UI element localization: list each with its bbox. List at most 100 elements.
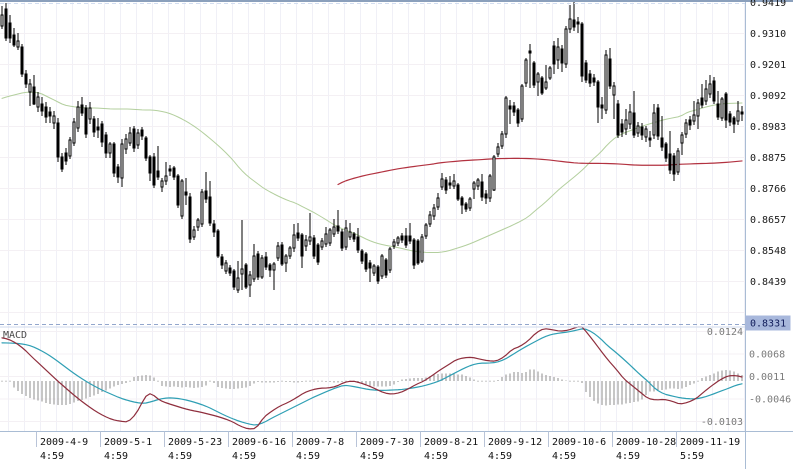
candle (308, 213, 312, 245)
candle-body-down (448, 182, 452, 186)
macd-histogram-dot (157, 380, 159, 382)
candle-body-down (204, 190, 208, 200)
price-axis-label: 0.9310 (750, 29, 786, 40)
candle-body-down (400, 235, 404, 241)
candle (412, 237, 416, 269)
candle-body-down (352, 233, 356, 240)
candle (380, 253, 384, 279)
candle-body-up (536, 73, 540, 83)
candle-body-down (112, 143, 116, 174)
macd-histogram-dot (317, 380, 319, 382)
candle-body-down (96, 126, 100, 131)
candle (456, 183, 460, 202)
candle (56, 118, 60, 163)
macd-dea-line (1, 328, 743, 426)
candle (560, 44, 564, 73)
candle-body-up (236, 277, 240, 291)
candle (648, 131, 652, 148)
candle-body-up (292, 234, 296, 249)
candle (364, 252, 368, 273)
candle (76, 101, 80, 132)
candle (508, 99, 512, 125)
macd-histogram-dot (9, 380, 11, 382)
candle-body-up (696, 102, 700, 117)
candle (568, 4, 572, 33)
macd-histogram-dot (209, 380, 211, 382)
candle-body-down (80, 104, 84, 114)
candle-body-up (320, 240, 324, 248)
candle (368, 260, 372, 282)
candle (80, 96, 84, 117)
candle (636, 121, 640, 138)
candle-body-down (664, 143, 668, 159)
candle (24, 70, 28, 89)
candle-body-up (720, 98, 724, 119)
candle (440, 173, 444, 191)
candle-body-up (492, 156, 496, 191)
x-axis-time-label: 5:59 (680, 451, 704, 462)
candle-body-down (60, 156, 64, 170)
candle-body-down (728, 113, 732, 123)
candle-body-down (356, 236, 360, 251)
candle-body-down (588, 73, 592, 84)
candle-body-down (688, 119, 692, 126)
candle-body-up (452, 180, 456, 187)
macd-axis-label: 0.0011 (749, 372, 785, 383)
candle (8, 14, 12, 43)
candle (216, 229, 220, 258)
macd-axis-label: -0.0046 (749, 395, 791, 406)
candle-body-down (456, 184, 460, 200)
candle-body-down (44, 106, 48, 118)
candle-body-up (372, 265, 376, 274)
candle-body-up (160, 180, 164, 188)
candle-body-up (272, 263, 276, 271)
candle (112, 142, 116, 177)
candle-body-up (28, 83, 32, 93)
candle-body-up (436, 197, 440, 208)
candle-body-down (340, 231, 344, 249)
candle (588, 70, 592, 87)
candle (452, 173, 456, 189)
candle (608, 47, 612, 89)
x-axis-time-label: 4:59 (552, 451, 576, 462)
candle-body-down (40, 103, 44, 112)
price-axis-label: 0.8548 (750, 246, 786, 257)
candle (488, 173, 492, 202)
candle (256, 250, 260, 281)
candle (12, 27, 16, 48)
candle-body-down (216, 230, 220, 257)
candle (296, 222, 300, 241)
candle-body-up (16, 40, 20, 48)
macd-histogram-dot (5, 380, 7, 382)
candle (476, 178, 480, 191)
candle-body-down (600, 104, 604, 109)
price-axis-label: 0.8766 (750, 184, 786, 195)
candle (116, 163, 120, 184)
candle (324, 226, 328, 248)
x-axis-time-label: 4:59 (296, 451, 320, 462)
candle-body-up (68, 139, 72, 157)
price-axis-label: 0.9419 (750, 0, 786, 9)
candle-body-down (364, 253, 368, 270)
candle-body-up (248, 274, 252, 286)
macd-histogram-dot (577, 380, 579, 382)
candle-body-down (616, 103, 620, 136)
candle (36, 91, 40, 112)
candle-body-up (124, 138, 128, 150)
x-axis-date-label: 2009-9-12 (488, 437, 542, 448)
candle (736, 101, 740, 125)
candle (288, 245, 292, 259)
candle (656, 103, 660, 140)
candle (332, 219, 336, 238)
candle (268, 262, 272, 277)
candle-body-up (180, 180, 184, 217)
candle (344, 219, 348, 250)
candle (572, 1, 576, 32)
candle (88, 101, 92, 125)
candle (652, 103, 656, 140)
candle-body-down (516, 109, 520, 124)
candle-body-down (116, 166, 120, 178)
candle (532, 60, 536, 89)
x-axis-time-label: 4:59 (424, 451, 448, 462)
